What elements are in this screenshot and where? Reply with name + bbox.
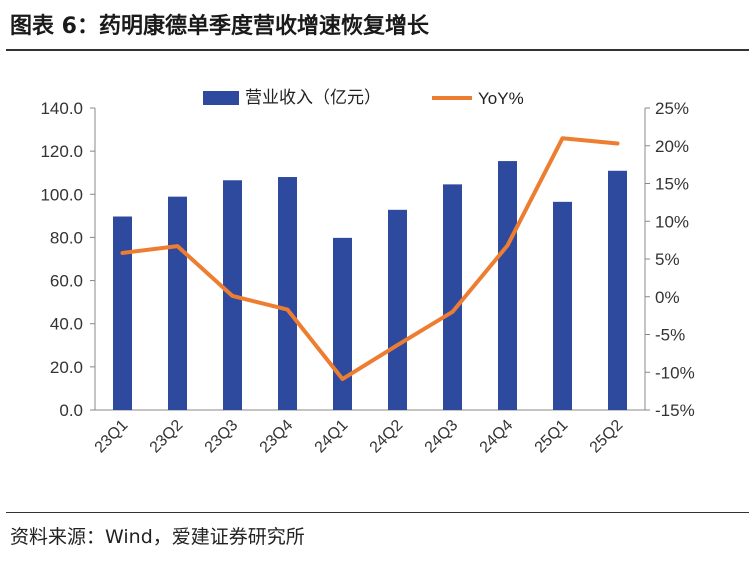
- left-tick-label: 140.0: [40, 99, 83, 118]
- left-tick-label: 40.0: [50, 315, 83, 334]
- chart-title: 图表 6：药明康德单季度营收增速恢复增长: [10, 14, 429, 39]
- right-tick-label: 0%: [655, 288, 680, 307]
- left-tick-label: 80.0: [50, 228, 83, 247]
- right-tick-label: -5%: [655, 326, 685, 345]
- yoy-line-series: [120, 136, 620, 382]
- legend-yoy-label: YoY%: [478, 89, 524, 108]
- x-tick-label: 25Q2: [587, 417, 627, 457]
- revenue-bar: [278, 177, 297, 410]
- x-tick-label: 24Q3: [422, 417, 462, 457]
- legend-revenue-swatch: [203, 91, 239, 105]
- left-tick-label: 0.0: [59, 401, 83, 420]
- right-tick-label: 10%: [655, 212, 689, 231]
- revenue-bar: [498, 161, 517, 410]
- legend: 营业收入（亿元） YoY%: [203, 88, 524, 108]
- x-tick-label: 23Q4: [257, 417, 297, 457]
- revenue-bar: [333, 237, 352, 410]
- right-tick-label: -15%: [655, 401, 695, 420]
- revenue-bar: [388, 209, 407, 410]
- revenue-bar: [113, 216, 132, 410]
- x-axis-labels: 23Q1 23Q2 23Q3 23Q4 24Q1 24Q2 24Q3 24Q4 25Q1 25Q2: [92, 417, 627, 457]
- x-tick-label: 24Q1: [312, 417, 352, 457]
- revenue-bar: [443, 184, 462, 410]
- revenue-bar: [168, 196, 187, 410]
- x-tick-label: 24Q2: [367, 417, 407, 457]
- right-tick-label: 25%: [655, 99, 689, 118]
- right-y-axis: -15% -10% -5% 0% 5% 10% 15% 20% 25%: [644, 99, 695, 420]
- right-tick-label: 20%: [655, 137, 689, 156]
- left-tick-label: 100.0: [40, 185, 83, 204]
- left-y-axis: 0.0 20.0 40.0 60.0 80.0 100.0 120.0 140.0: [40, 99, 645, 420]
- footer-divider: [6, 512, 749, 513]
- revenue-bars: [113, 161, 627, 410]
- x-tick-label: 23Q3: [202, 417, 242, 457]
- left-tick-label: 20.0: [50, 358, 83, 377]
- yoy-line: [120, 136, 620, 382]
- x-tick-label: 25Q1: [532, 417, 572, 457]
- x-tick-label: 24Q4: [477, 417, 517, 457]
- left-tick-label: 60.0: [50, 272, 83, 291]
- right-tick-label: 15%: [655, 175, 689, 194]
- legend-revenue-label: 营业收入（亿元）: [245, 88, 381, 107]
- x-tick-label: 23Q1: [92, 417, 132, 457]
- right-tick-label: 5%: [655, 250, 680, 269]
- left-tick-label: 120.0: [40, 142, 83, 161]
- x-tick-label: 23Q2: [147, 417, 187, 457]
- right-tick-label: -10%: [655, 363, 695, 382]
- revenue-bar: [608, 170, 627, 410]
- revenue-bar: [553, 201, 572, 410]
- source-note: 资料来源：Wind，爱建证券研究所: [10, 526, 305, 548]
- title-divider: [6, 49, 749, 51]
